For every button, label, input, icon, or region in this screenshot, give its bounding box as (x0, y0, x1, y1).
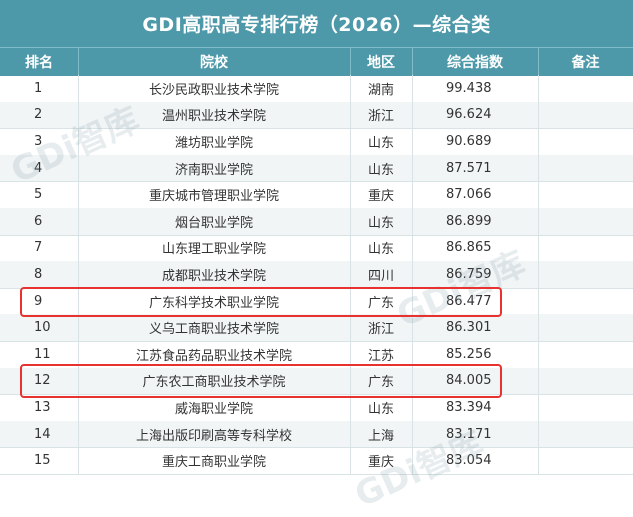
table-row[interactable]: 12 广东农工商职业技术学院 广东 84.005 (0, 367, 633, 396)
school-cell: 山东理工职业学院 (161, 242, 266, 258)
rank-cell: 4 (34, 160, 43, 176)
rank-cell: 10 (34, 320, 51, 336)
region-cell: 重庆 (367, 189, 394, 205)
school-cell: 长沙民政职业技术学院 (148, 82, 279, 98)
region-cell: 山东 (367, 215, 394, 231)
table-header: 排名 院校 地区 综合指数 备注 (0, 47, 633, 76)
rank-cell: 5 (34, 187, 43, 203)
column-header-region[interactable]: 地区 (367, 55, 395, 71)
note-cell (538, 394, 633, 421)
score-cell: 83.394 (446, 399, 492, 415)
school-cell: 江苏食品药品职业技术学院 (135, 348, 292, 364)
school-cell: 重庆城市管理职业学院 (148, 189, 279, 205)
table-row[interactable]: 1 长沙民政职业技术学院 湖南 99.438 (0, 75, 633, 103)
rank-cell: 2 (34, 107, 43, 123)
school-cell: 济南职业学院 (174, 162, 253, 178)
score-cell: 86.301 (446, 320, 492, 336)
school-cell: 温州职业技术学院 (161, 109, 266, 125)
column-header-note[interactable]: 备注 (571, 55, 600, 71)
school-cell: 义乌工商职业技术学院 (148, 322, 279, 338)
region-cell: 山东 (367, 242, 394, 258)
column-header-score[interactable]: 综合指数 (447, 55, 503, 71)
note-cell (538, 102, 633, 129)
rank-cell: 8 (34, 266, 43, 282)
region-cell: 广东 (367, 295, 394, 311)
table-row[interactable]: 2 温州职业技术学院 浙江 96.624 (0, 101, 633, 130)
note-cell (538, 421, 633, 448)
score-cell: 86.865 (446, 240, 492, 256)
region-cell: 山东 (367, 162, 394, 178)
table-row[interactable]: 15 重庆工商职业学院 重庆 83.054 (0, 447, 633, 475)
rank-cell: 12 (34, 373, 51, 389)
region-cell: 江苏 (367, 348, 394, 364)
score-cell: 90.689 (446, 133, 492, 149)
rank-cell: 11 (34, 346, 51, 362)
rank-cell: 3 (34, 133, 43, 149)
region-cell: 广东 (367, 375, 394, 391)
note-cell (538, 181, 633, 208)
score-cell: 84.005 (446, 373, 492, 389)
score-cell: 87.066 (446, 187, 492, 203)
table-row[interactable]: 7 山东理工职业学院 山东 86.865 (0, 234, 633, 263)
rank-cell: 9 (34, 293, 43, 309)
table-row[interactable]: 5 重庆城市管理职业学院 重庆 87.066 (0, 181, 633, 209)
table-row[interactable]: 14 上海出版印刷高等专科学校 上海 83.171 (0, 420, 633, 449)
region-cell: 浙江 (367, 322, 394, 338)
score-cell: 83.054 (446, 453, 492, 469)
note-cell (538, 341, 633, 368)
score-cell: 99.438 (446, 80, 492, 96)
rank-cell: 14 (34, 426, 51, 442)
score-cell: 96.624 (446, 107, 492, 123)
score-cell: 85.256 (446, 346, 492, 362)
note-cell (538, 314, 633, 341)
region-cell: 四川 (367, 268, 394, 284)
table-row[interactable]: 10 义乌工商职业技术学院 浙江 86.301 (0, 314, 633, 342)
note-cell (538, 368, 633, 395)
region-cell: 上海 (367, 428, 394, 444)
school-cell: 威海职业学院 (174, 401, 253, 417)
ranking-table-body: 1 长沙民政职业技术学院 湖南 99.438 2 温州职业技术学院 浙江 96.624 3 潍坊职… (0, 75, 633, 475)
table-row[interactable]: 4 济南职业学院 山东 87.571 (0, 154, 633, 183)
score-cell: 86.759 (446, 266, 492, 282)
school-cell: 烟台职业学院 (174, 215, 253, 231)
school-cell: 上海出版印刷高等专科学校 (135, 428, 292, 444)
school-cell: 广东农工商职业技术学院 (142, 375, 286, 391)
note-cell (538, 128, 633, 155)
school-cell: 潍坊职业学院 (174, 135, 253, 151)
table-row[interactable]: 8 成都职业技术学院 四川 86.759 (0, 261, 633, 289)
note-cell (538, 261, 633, 288)
table-row[interactable]: 3 潍坊职业学院 山东 90.689 (0, 128, 633, 156)
note-cell (538, 235, 633, 262)
rank-cell: 6 (34, 213, 43, 229)
school-cell: 广东科学技术职业学院 (148, 295, 279, 311)
score-cell: 83.171 (446, 426, 492, 442)
note-cell (538, 75, 633, 102)
school-cell: 重庆工商职业学院 (161, 455, 266, 471)
table-row[interactable]: 13 威海职业学院 山东 83.394 (0, 394, 633, 422)
rank-cell: 13 (34, 399, 51, 415)
note-cell (538, 155, 633, 182)
table-row[interactable]: 11 江苏食品药品职业技术学院 江苏 85.256 (0, 341, 633, 369)
region-cell: 山东 (367, 135, 394, 151)
table-row[interactable]: 9 广东科学技术职业学院 广东 86.477 (0, 287, 633, 316)
note-cell (538, 208, 633, 235)
rank-cell: 15 (34, 453, 51, 469)
page-title: GDI高职高专排行榜（2026）—综合类 (0, 0, 633, 47)
score-cell: 86.477 (446, 293, 492, 309)
score-cell: 87.571 (446, 160, 492, 176)
region-cell: 湖南 (367, 82, 394, 98)
score-cell: 86.899 (446, 213, 492, 229)
note-cell (538, 447, 633, 474)
school-cell: 成都职业技术学院 (161, 268, 266, 284)
region-cell: 浙江 (367, 109, 394, 125)
column-header-school[interactable]: 院校 (200, 55, 228, 71)
region-cell: 重庆 (367, 455, 394, 471)
rank-cell: 1 (34, 80, 43, 96)
note-cell (538, 288, 633, 315)
column-header-rank[interactable]: 排名 (25, 55, 53, 71)
rank-cell: 7 (34, 240, 43, 256)
table-row[interactable]: 6 烟台职业学院 山东 86.899 (0, 208, 633, 236)
region-cell: 山东 (367, 401, 394, 417)
